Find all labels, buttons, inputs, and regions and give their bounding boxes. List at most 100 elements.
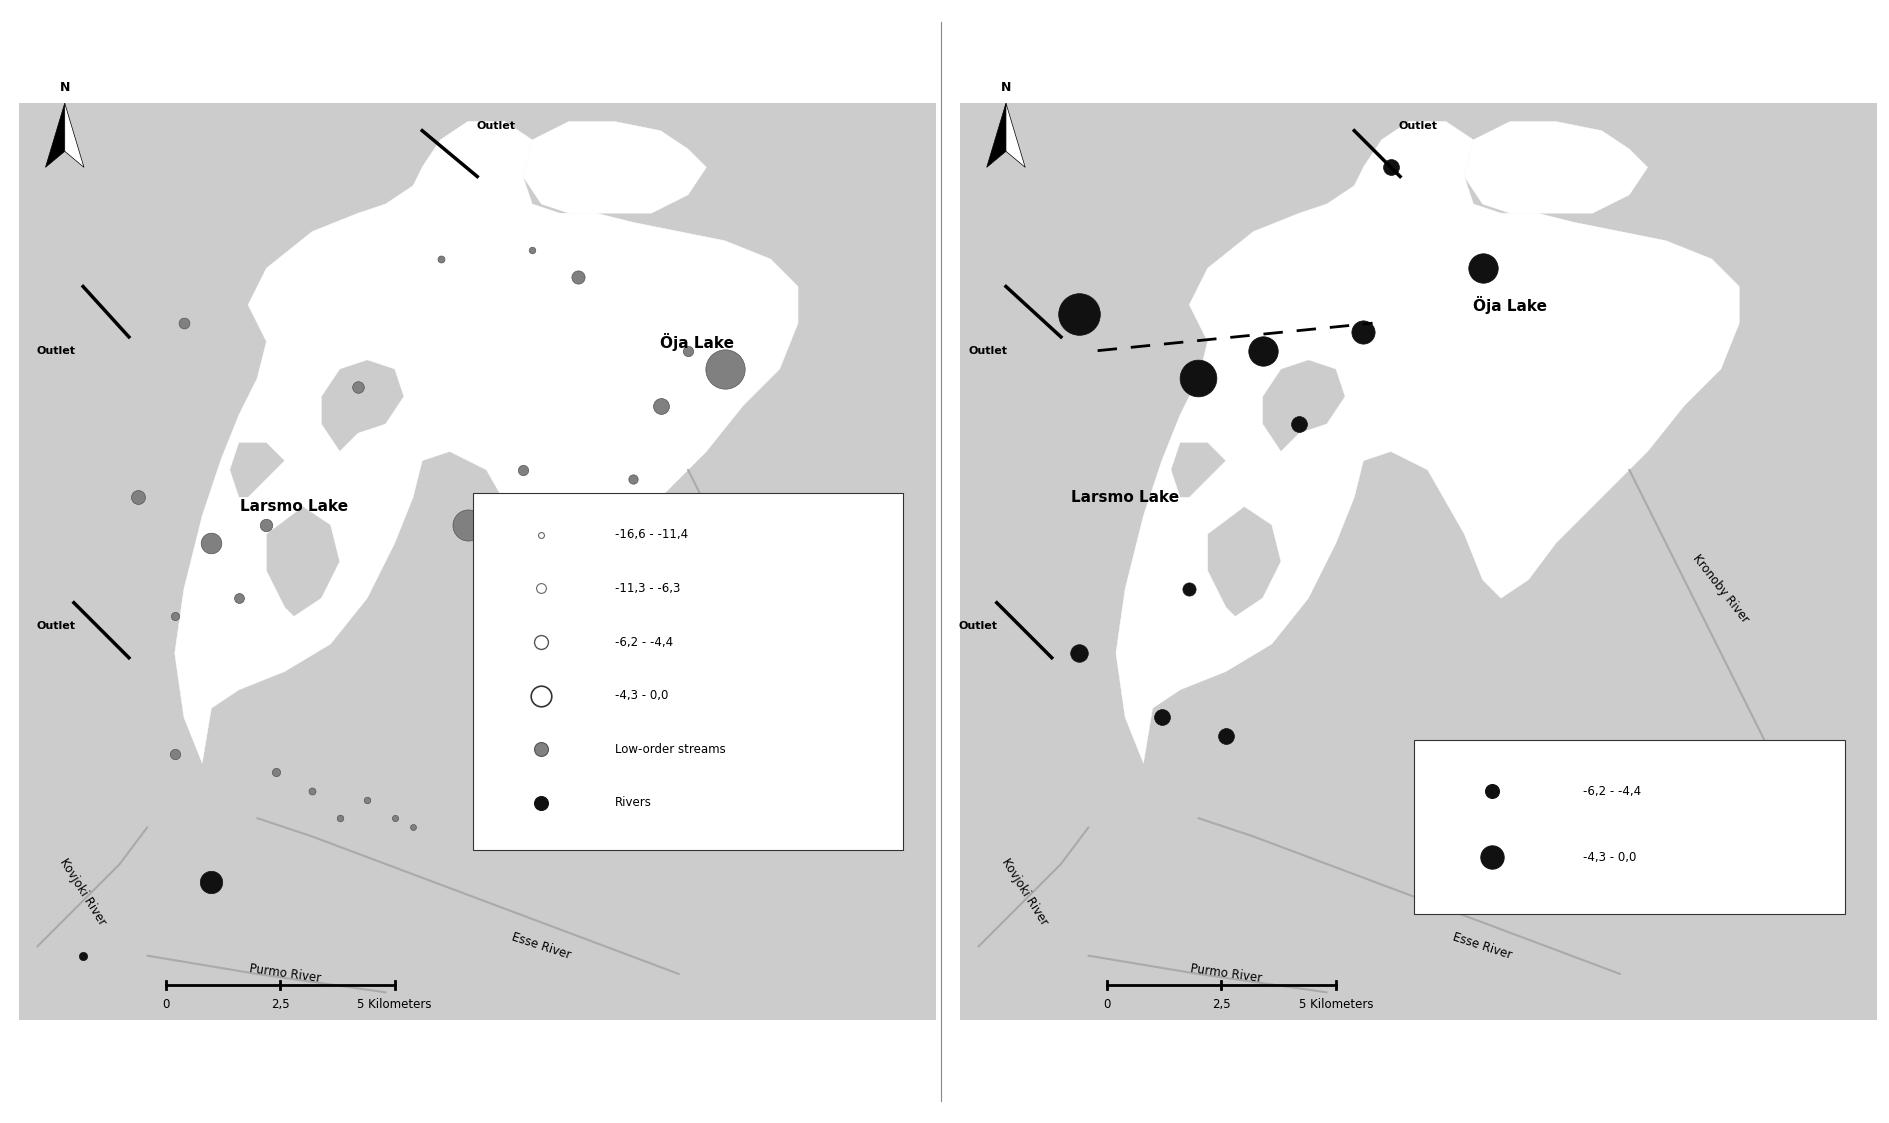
Text: Low-order streams: Low-order streams <box>614 742 725 756</box>
Text: Outlet: Outlet <box>36 621 76 631</box>
Text: Larsmo Lake: Larsmo Lake <box>1071 490 1179 505</box>
Point <box>453 515 484 533</box>
Point <box>223 590 253 608</box>
Point <box>535 782 565 800</box>
Point <box>325 810 355 828</box>
Polygon shape <box>45 103 64 167</box>
Point <box>251 515 281 533</box>
Polygon shape <box>523 121 706 213</box>
Text: 2,5: 2,5 <box>270 998 289 1011</box>
Text: Esse River: Esse River <box>1451 931 1513 962</box>
Point <box>297 782 327 800</box>
Point <box>1375 158 1405 176</box>
Point <box>553 681 584 699</box>
Text: N: N <box>60 81 70 93</box>
Text: Kronoby River: Kronoby River <box>748 553 810 626</box>
Text: Outlet: Outlet <box>476 121 516 131</box>
Point <box>196 874 227 892</box>
Point <box>1283 416 1313 433</box>
Text: Öja Lake: Öja Lake <box>659 332 733 350</box>
Polygon shape <box>1207 506 1281 617</box>
Point <box>525 794 555 812</box>
Text: Outlet: Outlet <box>967 346 1007 356</box>
Point <box>1247 341 1277 359</box>
Point <box>672 341 703 359</box>
Text: Purmo River: Purmo River <box>1188 962 1262 986</box>
Text: Esse River: Esse River <box>510 931 572 962</box>
Polygon shape <box>230 442 285 497</box>
Polygon shape <box>1354 121 1426 204</box>
Point <box>525 579 555 597</box>
Point <box>1183 369 1213 387</box>
Point <box>618 471 648 489</box>
Point <box>342 378 372 396</box>
Text: Rivers: Rivers <box>614 796 652 810</box>
Point <box>425 250 455 268</box>
Point <box>563 268 593 286</box>
Text: Purmo River: Purmo River <box>247 962 321 986</box>
Point <box>525 526 555 544</box>
Point <box>1064 645 1094 663</box>
Polygon shape <box>1262 359 1345 451</box>
Point <box>159 745 189 763</box>
Text: -6,2 - -4,4: -6,2 - -4,4 <box>1583 785 1642 797</box>
Polygon shape <box>1464 121 1647 213</box>
Point <box>525 633 555 651</box>
Point <box>1475 782 1506 800</box>
Text: Outlet: Outlet <box>36 346 76 356</box>
FancyBboxPatch shape <box>1413 740 1844 914</box>
Polygon shape <box>414 121 485 204</box>
Point <box>123 489 153 506</box>
Point <box>168 314 198 332</box>
Text: -4,3 - 0,0: -4,3 - 0,0 <box>1583 850 1636 864</box>
Point <box>608 579 638 597</box>
Text: 2,5: 2,5 <box>1211 998 1230 1011</box>
Text: -6,2 - -4,4: -6,2 - -4,4 <box>614 636 672 648</box>
Point <box>1347 323 1377 341</box>
Point <box>461 663 491 681</box>
Point <box>196 535 227 553</box>
Polygon shape <box>1005 103 1024 167</box>
Polygon shape <box>266 506 340 617</box>
Point <box>518 736 548 754</box>
Point <box>627 617 657 634</box>
Point <box>1211 727 1241 745</box>
Text: -11,3 - -6,3: -11,3 - -6,3 <box>614 582 680 595</box>
Point <box>708 360 739 378</box>
Point <box>644 396 674 414</box>
Point <box>1475 848 1506 866</box>
Point <box>470 718 501 736</box>
Point <box>508 460 538 478</box>
Text: Outlet: Outlet <box>1398 121 1438 131</box>
Point <box>380 810 410 828</box>
Point <box>518 240 548 258</box>
Text: -4,3 - 0,0: -4,3 - 0,0 <box>614 690 667 702</box>
Text: 5 Kilometers: 5 Kilometers <box>1298 998 1373 1011</box>
Text: 5 Kilometers: 5 Kilometers <box>357 998 433 1011</box>
Point <box>525 686 555 704</box>
Text: 0: 0 <box>162 998 170 1011</box>
Point <box>1147 709 1177 727</box>
Text: Outlet: Outlet <box>958 621 997 631</box>
Point <box>351 791 382 809</box>
Text: 0: 0 <box>1103 998 1111 1011</box>
Text: Kovjoki River: Kovjoki River <box>57 856 110 928</box>
Point <box>399 819 429 837</box>
Point <box>499 570 529 588</box>
Polygon shape <box>64 103 83 167</box>
Point <box>1173 579 1203 597</box>
Polygon shape <box>174 121 797 764</box>
Polygon shape <box>1171 442 1226 497</box>
FancyBboxPatch shape <box>472 493 903 850</box>
Point <box>1466 259 1496 277</box>
Point <box>261 764 291 782</box>
Polygon shape <box>1115 121 1738 764</box>
Text: Kovjoki River: Kovjoki River <box>997 856 1050 928</box>
Polygon shape <box>19 103 935 1020</box>
Polygon shape <box>986 103 1005 167</box>
Point <box>159 608 189 626</box>
Point <box>582 626 612 643</box>
Text: Larsmo Lake: Larsmo Lake <box>240 499 348 514</box>
Polygon shape <box>321 359 404 451</box>
Text: Kronoby River: Kronoby River <box>1689 553 1751 626</box>
